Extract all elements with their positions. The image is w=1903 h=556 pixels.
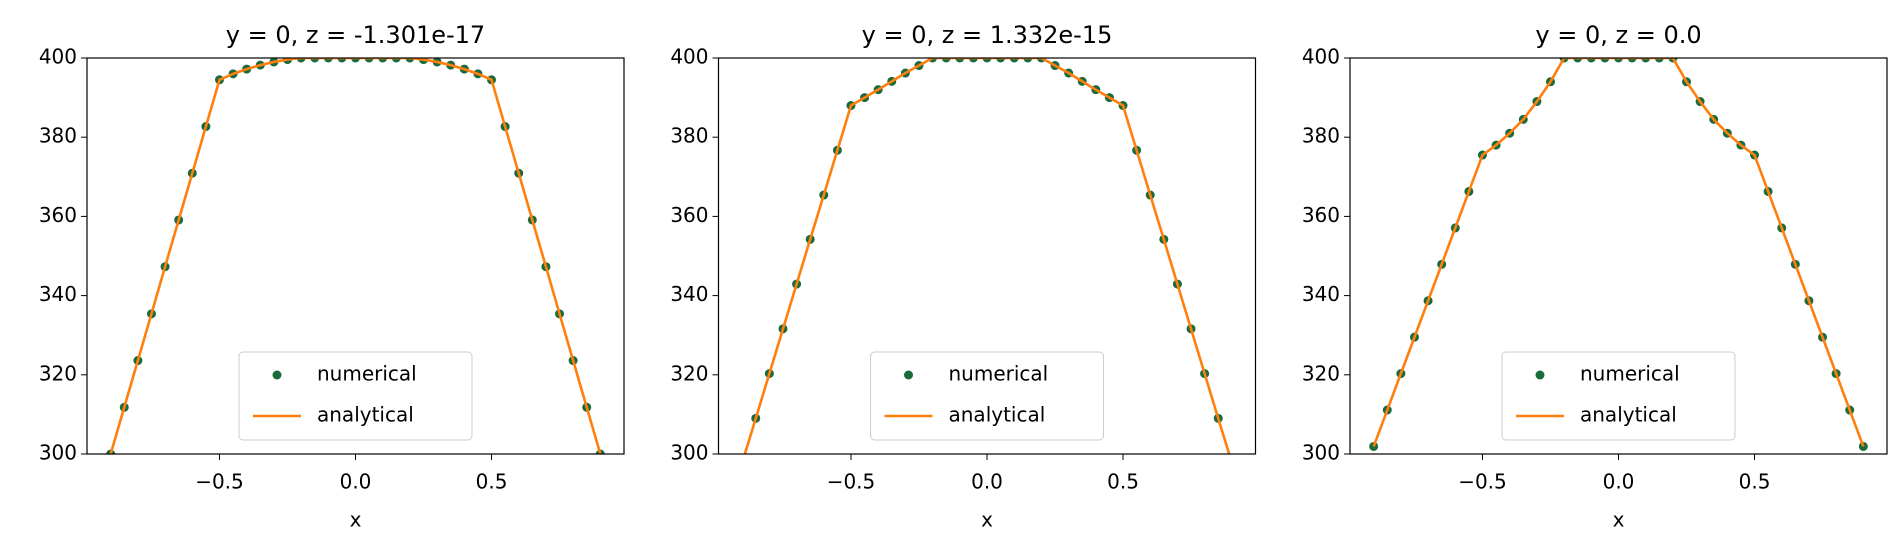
y-tick-label: 400 bbox=[670, 45, 708, 69]
legend: numerical analytical bbox=[238, 351, 473, 441]
legend-box bbox=[870, 351, 1104, 441]
x-tick-label: −0.5 bbox=[1458, 470, 1507, 494]
data-point bbox=[738, 458, 747, 467]
legend-marker bbox=[272, 370, 282, 380]
data-line bbox=[1372, 58, 1865, 447]
chart-title: y = 0, z = 0.0 bbox=[1535, 21, 1701, 49]
legend-box bbox=[238, 351, 473, 441]
data-point bbox=[1227, 458, 1236, 467]
chart-title: y = 0, z = 1.332e-15 bbox=[862, 21, 1113, 49]
legend-label: analytical bbox=[1580, 403, 1677, 427]
subplot: y = 0, z = 1.332e-15 x −0.5 0.0 0.5 300 320 340… bbox=[670, 21, 1257, 532]
legend-label: numerical bbox=[949, 362, 1049, 386]
x-tick-label: 0.5 bbox=[1107, 470, 1139, 494]
legend-label: analytical bbox=[949, 403, 1046, 427]
x-tick-label: 0.0 bbox=[340, 470, 372, 494]
legend: numerical analytical bbox=[1501, 351, 1736, 441]
legend-label: numerical bbox=[317, 362, 417, 386]
y-tick-label: 340 bbox=[39, 282, 77, 306]
y-tick-label: 360 bbox=[39, 203, 77, 227]
legend-label: analytical bbox=[317, 403, 414, 427]
y-tick-label: 320 bbox=[39, 361, 77, 385]
axes-frame bbox=[86, 57, 625, 455]
y-tick-label: 300 bbox=[1302, 441, 1340, 465]
legend-box bbox=[1501, 351, 1736, 441]
x-tick-label: 0.5 bbox=[476, 470, 508, 494]
y-tick-label: 340 bbox=[670, 282, 708, 306]
x-axis-label: x bbox=[350, 508, 362, 532]
x-axis-label: x bbox=[981, 508, 993, 532]
y-tick-label: 340 bbox=[1302, 282, 1340, 306]
plot-area bbox=[738, 58, 1236, 467]
y-tick-label: 380 bbox=[39, 124, 77, 148]
subplot: y = 0, z = -1.301e-17 x −0.5 0.0 0.5 300 320 34… bbox=[39, 21, 625, 532]
data-line bbox=[109, 58, 602, 454]
y-tick-label: 360 bbox=[670, 203, 708, 227]
y-tick-label: 320 bbox=[1302, 361, 1340, 385]
y-tick-label: 300 bbox=[39, 441, 77, 465]
axes-frame bbox=[717, 57, 1257, 455]
data-line bbox=[743, 58, 1231, 454]
y-tick-label: 380 bbox=[1302, 124, 1340, 148]
x-tick-label: 0.0 bbox=[1603, 470, 1635, 494]
y-tick-label: 400 bbox=[39, 45, 77, 69]
plot-area bbox=[106, 58, 605, 454]
x-tick-label: −0.5 bbox=[827, 470, 876, 494]
plot-area bbox=[1369, 58, 1868, 451]
y-tick-label: 400 bbox=[1302, 45, 1340, 69]
x-tick-label: 0.5 bbox=[1739, 470, 1771, 494]
legend: numerical analytical bbox=[870, 351, 1104, 441]
legend-marker bbox=[1535, 370, 1545, 380]
y-tick-label: 380 bbox=[670, 124, 708, 148]
chart-title: y = 0, z = -1.301e-17 bbox=[226, 21, 485, 49]
subplot: y = 0, z = 0.0 x −0.5 0.0 0.5 300 320 340 360 380… bbox=[1302, 21, 1888, 532]
y-tick-label: 300 bbox=[670, 441, 708, 465]
x-tick-label: 0.0 bbox=[971, 470, 1003, 494]
axes-frame bbox=[1349, 57, 1888, 455]
y-tick-label: 360 bbox=[1302, 203, 1340, 227]
x-tick-label: −0.5 bbox=[195, 470, 244, 494]
x-axis-label: x bbox=[1613, 508, 1625, 532]
y-tick-label: 320 bbox=[670, 361, 708, 385]
legend-label: numerical bbox=[1580, 362, 1680, 386]
legend-marker bbox=[904, 370, 913, 380]
